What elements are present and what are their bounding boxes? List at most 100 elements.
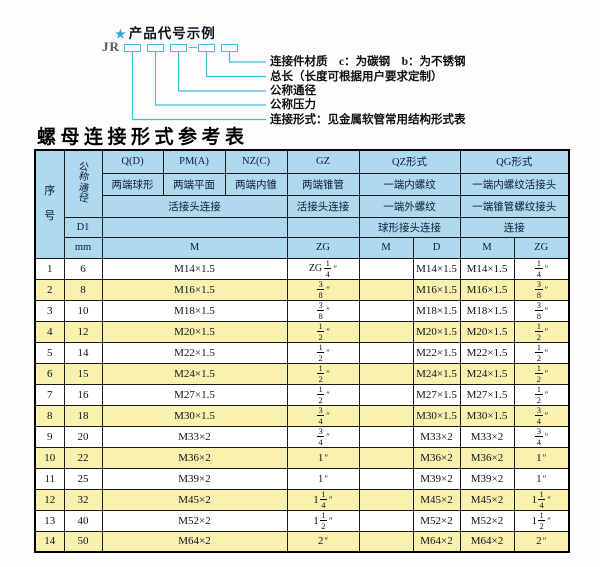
cell-qz-d: M24×1.5 <box>412 362 461 385</box>
cell-qz-d: M20×1.5 <box>412 320 461 343</box>
table-row: 13 40 M52×2 1 1 2 ″ M52×2 M52×2 1 1 2 ″ <box>34 509 570 532</box>
cell-qz-d: M27×1.5 <box>412 383 461 406</box>
cell-mm: 32 <box>63 488 103 511</box>
cell-seq: 10 <box>34 446 65 469</box>
header-unit-zg-gz: ZG <box>286 236 360 259</box>
cell-qz-m <box>358 362 414 385</box>
header-unit-d-qz: D <box>412 236 461 259</box>
table-row: 11 25 M39×2 1″ M39×2 M39×2 1″ <box>34 467 570 490</box>
cell-qg-m: M52×2 <box>459 509 515 532</box>
header-unit-mm: mm <box>63 236 103 259</box>
cell-qg-m: M18×1.5 <box>459 299 515 322</box>
cell-seq: 11 <box>34 467 65 490</box>
header-seq: 序号 <box>34 149 65 259</box>
label-connection-form: 连接形式：见金属软管常用结构形式表 <box>270 113 466 126</box>
cell-seq: 12 <box>34 488 65 511</box>
cell-seq: 7 <box>34 383 65 406</box>
header-ends-pma: 两端平面 <box>162 172 226 196</box>
cell-qg-m: M27×1.5 <box>459 383 515 406</box>
cell-gz-zg: 1 2 ″ <box>286 362 360 385</box>
label-total-length: 总长（长度可根据用户要求定制） <box>270 70 443 83</box>
cell-qg-zg: 3 4 ″ <box>513 404 570 427</box>
cell-mm: 20 <box>63 425 103 448</box>
cell-m: M64×2 <box>101 530 288 553</box>
cell-qg-m: M22×1.5 <box>459 341 515 364</box>
cell-seq: 2 <box>34 278 65 301</box>
header-d1: D1 <box>63 216 103 238</box>
header-join-gz: 活接头连接 <box>286 194 360 218</box>
cell-m: M27×1.5 <box>101 383 288 406</box>
cell-mm: 10 <box>63 299 103 322</box>
cell-qz-m <box>358 404 414 427</box>
cell-m: M30×1.5 <box>101 404 288 427</box>
header-join-union: 活接头连接 <box>101 194 288 218</box>
table-row: 7 16 M27×1.5 1 2 ″ M27×1.5 M27×1.5 1 2 ″ <box>34 383 570 406</box>
cell-m: M39×2 <box>101 467 288 490</box>
header-dn-text: 公称通径 <box>76 160 90 206</box>
table-body: 1 6 M14×1.5 ZG 1 4 ″ M14×1.5 M14×1.5 1 4 ″ 2 8 M16×1.5… <box>34 257 570 553</box>
header-conn-qz: 球形接头连接 <box>358 216 461 238</box>
cell-qz-m <box>358 257 414 280</box>
header-ends-qg: 一端内螺纹活接头 <box>459 172 570 196</box>
table-row: 14 50 M64×2 2″ M64×2 M64×2 2″ <box>34 530 570 553</box>
cell-gz-zg: 3 4 ″ <box>286 404 360 427</box>
cell-qg-m: M64×2 <box>459 530 515 553</box>
cell-qg-m: M30×1.5 <box>459 404 515 427</box>
cell-gz-zg: 1 2 ″ <box>286 341 360 364</box>
cell-qz-m <box>358 467 414 490</box>
cell-qg-zg: 1″ <box>513 467 570 490</box>
cell-gz-zg: 1 2 ″ <box>286 320 360 343</box>
diagram-title-text: 产品代号示例 <box>128 26 216 41</box>
header-unit-zg-qg: ZG <box>513 236 570 259</box>
cell-qg-zg: 2″ <box>513 530 570 553</box>
header-unit-m-wide: M <box>101 236 288 259</box>
cell-qg-m: M39×2 <box>459 467 515 490</box>
cell-mm: 12 <box>63 320 103 343</box>
cell-qz-d: M36×2 <box>412 446 461 469</box>
cell-mm: 14 <box>63 341 103 364</box>
cell-seq: 13 <box>34 509 65 532</box>
cell-qz-d: M14×1.5 <box>412 257 461 280</box>
header-unit-m-qg: M <box>459 236 515 259</box>
header-form-nzc: NZ(C) <box>224 149 288 174</box>
header-seq-text: 序号 <box>44 185 56 223</box>
label-material: 连接件材质 c：为碳钢 b：为不锈钢 <box>270 56 466 68</box>
cell-qz-d: M45×2 <box>412 488 461 511</box>
cell-qz-m <box>358 341 414 364</box>
cell-m: M22×1.5 <box>101 341 288 364</box>
header-dn: 公称通径 <box>63 149 103 218</box>
table-row: 4 12 M20×1.5 1 2 ″ M20×1.5 M20×1.5 1 2 ″ <box>34 320 570 343</box>
header-ends-qz: 一端内螺纹 <box>358 172 461 196</box>
header-join-qz: 一端外螺纹 <box>358 194 461 218</box>
cell-qg-zg: 1 2 ″ <box>513 383 570 406</box>
cell-qg-m: M14×1.5 <box>459 257 515 280</box>
cell-gz-zg: ZG 1 4 ″ <box>286 257 360 280</box>
product-code-diagram: ★ 产品代号示例 JR 连接件材质 c：为碳钢 b：为不锈钢 总长（长度可根据用户… <box>0 0 600 132</box>
header-unit-m-qz: M <box>358 236 414 259</box>
cell-m: M45×2 <box>101 488 288 511</box>
cell-qg-m: M16×1.5 <box>459 278 515 301</box>
cell-m: M24×1.5 <box>101 362 288 385</box>
cell-m: M33×2 <box>101 425 288 448</box>
diagram-title: ★ 产品代号示例 <box>115 22 216 42</box>
table-row: 12 32 M45×2 1 1 4 ″ M45×2 M45×2 1 1 4 ″ <box>34 488 570 511</box>
table-row: 9 20 M33×2 3 4 ″ M33×2 M33×2 3 4 ″ <box>34 425 570 448</box>
connector-lines <box>131 52 266 121</box>
cell-gz-zg: 3 8 ″ <box>286 299 360 322</box>
cell-m: M52×2 <box>101 509 288 532</box>
header-form-qd: Q(D) <box>101 149 164 174</box>
cell-qz-m <box>358 278 414 301</box>
code-box <box>170 44 187 52</box>
cell-qz-m <box>358 320 414 343</box>
